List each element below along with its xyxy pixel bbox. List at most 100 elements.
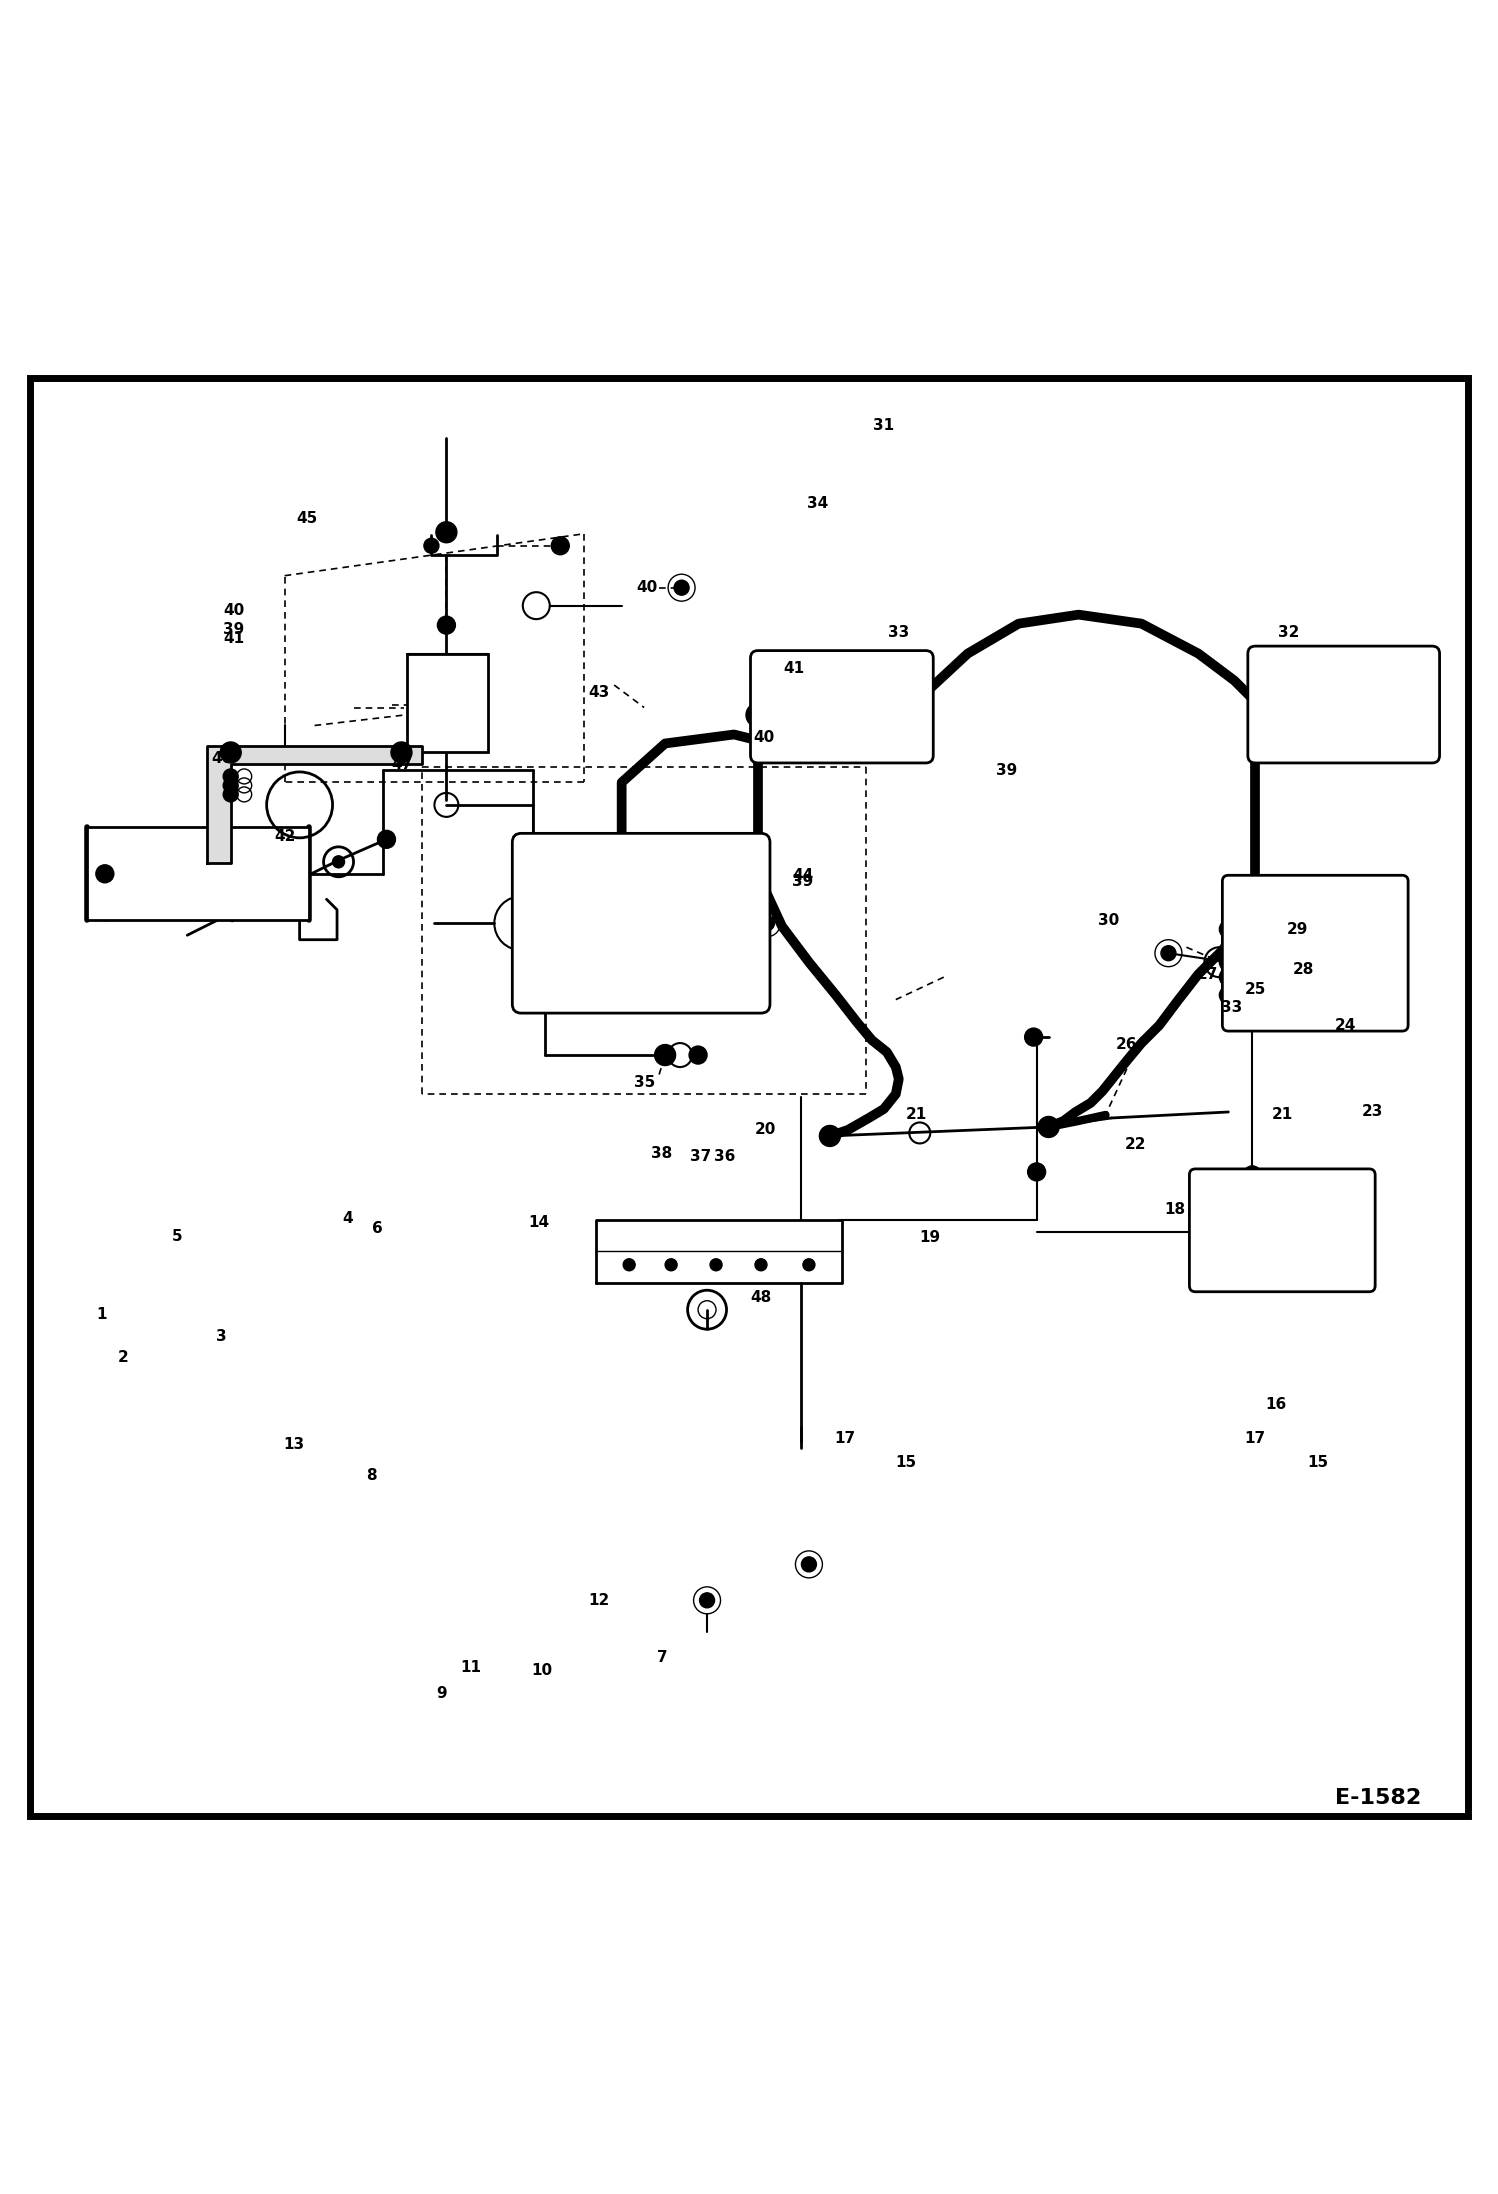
Text: 33: 33 <box>888 625 909 641</box>
Bar <box>87 827 309 919</box>
Circle shape <box>424 538 439 553</box>
Circle shape <box>689 1047 707 1064</box>
Circle shape <box>223 788 238 801</box>
Text: 7: 7 <box>656 1650 668 1665</box>
Circle shape <box>1264 660 1282 678</box>
Text: 18: 18 <box>1164 1202 1185 1218</box>
FancyBboxPatch shape <box>1248 645 1440 764</box>
Text: 2: 2 <box>117 1349 129 1365</box>
Text: 47: 47 <box>391 757 412 772</box>
Text: 1: 1 <box>96 1308 108 1321</box>
Circle shape <box>1219 985 1237 1005</box>
Text: 37: 37 <box>691 1150 712 1165</box>
Text: 24: 24 <box>1335 1018 1356 1033</box>
Circle shape <box>655 1044 676 1066</box>
Text: 10: 10 <box>532 1663 553 1678</box>
Circle shape <box>700 1593 715 1608</box>
Text: 21: 21 <box>906 1108 927 1123</box>
Text: 22: 22 <box>1125 1136 1146 1152</box>
Text: 40: 40 <box>637 579 658 595</box>
Circle shape <box>1254 915 1269 930</box>
Circle shape <box>436 522 457 542</box>
Text: 39: 39 <box>996 764 1017 779</box>
Text: 29: 29 <box>1287 921 1308 937</box>
Circle shape <box>223 779 238 792</box>
FancyBboxPatch shape <box>512 834 770 1014</box>
Polygon shape <box>207 746 422 862</box>
Circle shape <box>710 1259 722 1270</box>
Text: 39: 39 <box>223 623 244 636</box>
Text: 38: 38 <box>652 1147 673 1161</box>
Text: 30: 30 <box>1098 913 1119 928</box>
Text: 35: 35 <box>634 1075 655 1090</box>
Text: 15: 15 <box>896 1455 917 1470</box>
Text: 41: 41 <box>223 632 244 645</box>
Circle shape <box>623 1259 635 1270</box>
Circle shape <box>333 856 345 869</box>
Circle shape <box>1254 946 1269 961</box>
Circle shape <box>1219 968 1237 985</box>
Circle shape <box>1038 1117 1059 1136</box>
Text: E-1582: E-1582 <box>1335 1788 1422 1808</box>
Circle shape <box>1294 693 1318 717</box>
Text: 46: 46 <box>211 750 232 766</box>
Text: 11: 11 <box>460 1661 481 1676</box>
Text: 16: 16 <box>1266 1398 1287 1411</box>
Circle shape <box>551 538 569 555</box>
Circle shape <box>1219 952 1237 972</box>
Circle shape <box>223 768 238 783</box>
Text: 25: 25 <box>1245 981 1266 996</box>
Text: 8: 8 <box>366 1468 377 1483</box>
Text: 42: 42 <box>274 829 295 845</box>
Text: 6: 6 <box>372 1222 383 1237</box>
Circle shape <box>803 1259 815 1270</box>
Circle shape <box>220 742 241 764</box>
Circle shape <box>797 693 821 717</box>
Circle shape <box>746 702 770 726</box>
Text: 32: 32 <box>1278 625 1299 641</box>
Text: 19: 19 <box>920 1231 941 1246</box>
Text: 13: 13 <box>283 1437 304 1452</box>
Text: 40: 40 <box>753 731 774 746</box>
Circle shape <box>665 1259 677 1270</box>
Circle shape <box>1219 919 1237 939</box>
Circle shape <box>1249 702 1267 720</box>
Text: 4: 4 <box>342 1211 354 1226</box>
Circle shape <box>437 617 455 634</box>
Circle shape <box>96 864 114 882</box>
Text: 9: 9 <box>436 1685 448 1700</box>
Circle shape <box>391 742 412 764</box>
Text: 17: 17 <box>834 1430 855 1446</box>
Text: 33: 33 <box>1221 1000 1242 1014</box>
Text: 41: 41 <box>783 660 804 676</box>
Text: 15: 15 <box>1308 1455 1329 1470</box>
Bar <box>407 654 488 753</box>
Text: 34: 34 <box>807 496 828 511</box>
Circle shape <box>1243 1165 1261 1185</box>
Text: 26: 26 <box>1116 1038 1137 1053</box>
Circle shape <box>674 579 689 595</box>
FancyBboxPatch shape <box>750 652 933 764</box>
Text: 5: 5 <box>171 1229 183 1244</box>
Text: 31: 31 <box>873 419 894 434</box>
Circle shape <box>767 660 785 678</box>
Text: 27: 27 <box>1197 968 1218 981</box>
Text: 28: 28 <box>1293 963 1314 976</box>
Text: 12: 12 <box>589 1593 610 1608</box>
Text: 20: 20 <box>755 1123 776 1136</box>
Circle shape <box>759 915 774 930</box>
Text: 40: 40 <box>223 603 244 619</box>
Circle shape <box>1025 1029 1043 1047</box>
Circle shape <box>819 1126 840 1147</box>
Text: 44: 44 <box>792 869 813 882</box>
Text: 3: 3 <box>216 1330 228 1345</box>
Text: 21: 21 <box>1272 1108 1293 1123</box>
Circle shape <box>377 829 395 849</box>
FancyBboxPatch shape <box>1222 875 1408 1031</box>
Text: 43: 43 <box>589 685 610 700</box>
Circle shape <box>755 1259 767 1270</box>
Circle shape <box>1028 1163 1046 1180</box>
Circle shape <box>1161 946 1176 961</box>
Text: 48: 48 <box>750 1290 771 1305</box>
Text: 36: 36 <box>715 1150 736 1165</box>
